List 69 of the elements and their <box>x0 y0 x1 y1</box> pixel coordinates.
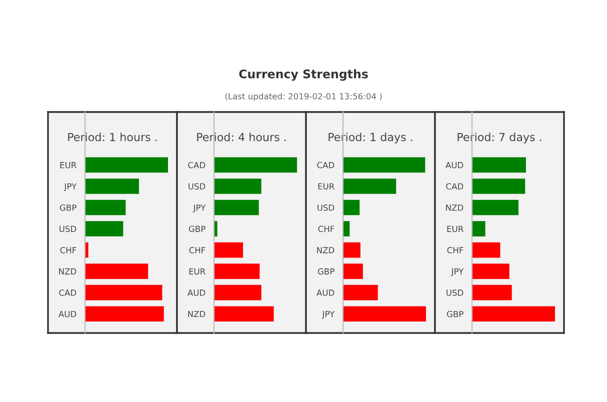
bar <box>472 242 500 258</box>
y-tick-label: AUD <box>446 162 464 168</box>
y-tick-label: USD <box>318 204 334 211</box>
bar <box>85 178 139 194</box>
y-tick-label: JPY <box>450 268 464 276</box>
text: Currency Strengths <box>239 69 368 81</box>
bar <box>214 200 259 216</box>
chart-title: Period: 7 days . <box>458 132 542 144</box>
bar <box>85 157 168 173</box>
y-tick-label: CAD <box>59 290 76 296</box>
y-tick-label: NZD <box>59 268 76 274</box>
bar <box>214 242 244 258</box>
y-tick-label: NZD <box>188 310 206 318</box>
bar <box>214 178 262 194</box>
bar <box>85 264 148 279</box>
y-tick-label: EUR <box>318 183 334 190</box>
chart-title: Period: 4 hours . <box>197 132 286 142</box>
chart-title: Period: 1 hours . <box>68 132 157 142</box>
y-tick-label: CHF <box>447 247 464 254</box>
bar <box>472 306 555 322</box>
y-tick-label: AUD <box>58 310 76 318</box>
bar <box>214 264 260 279</box>
bar <box>343 242 360 258</box>
y-tick-label: NZD <box>446 204 464 211</box>
chart-title: Period: 1 days . <box>328 132 412 144</box>
y-tick-label: CAD <box>317 162 334 168</box>
y-tick-label: GBP <box>188 226 206 232</box>
y-tick-label: EUR <box>60 162 76 168</box>
bar <box>343 157 426 173</box>
y-tick-label: JPY <box>322 310 335 319</box>
bar <box>472 264 510 279</box>
bar <box>85 284 162 300</box>
bar <box>343 264 363 279</box>
y-tick-label: USD <box>60 226 76 232</box>
text: (Last updated: 2019-02-01 13:56:04 ) <box>225 92 382 102</box>
y-tick-label: JPY <box>64 183 77 192</box>
y-tick-label: CHF <box>318 226 334 232</box>
bar <box>214 306 274 322</box>
y-tick-label: EUR <box>447 226 464 232</box>
bar <box>472 284 512 300</box>
y-tick-label: CAD <box>188 162 206 168</box>
bar <box>85 306 164 322</box>
bar <box>85 221 124 236</box>
y-tick-label: GBP <box>318 268 334 275</box>
bar <box>343 178 396 194</box>
y-tick-label: GBP <box>60 204 76 211</box>
y-tick-label: NZD <box>317 247 334 254</box>
y-tick-label: GBP <box>446 310 464 318</box>
bar <box>472 178 526 194</box>
y-tick-label: EUR <box>189 268 206 275</box>
y-tick-label: JPY <box>192 204 206 212</box>
y-tick-label: USD <box>446 290 464 296</box>
bar <box>214 157 297 173</box>
y-tick-label: AUD <box>188 290 206 296</box>
bar <box>214 284 262 300</box>
bar <box>343 284 378 300</box>
bar <box>343 221 350 236</box>
bar <box>85 200 126 216</box>
y-tick-label: CHF <box>60 247 76 254</box>
bar <box>343 306 426 322</box>
bar <box>214 221 218 236</box>
y-tick-label: CAD <box>446 183 464 190</box>
bar <box>472 221 486 236</box>
bar <box>343 200 360 216</box>
y-tick-label: USD <box>188 183 206 190</box>
y-tick-label: AUD <box>316 290 334 296</box>
bar <box>472 200 518 216</box>
y-tick-label: CHF <box>189 247 206 254</box>
bar <box>472 157 526 173</box>
